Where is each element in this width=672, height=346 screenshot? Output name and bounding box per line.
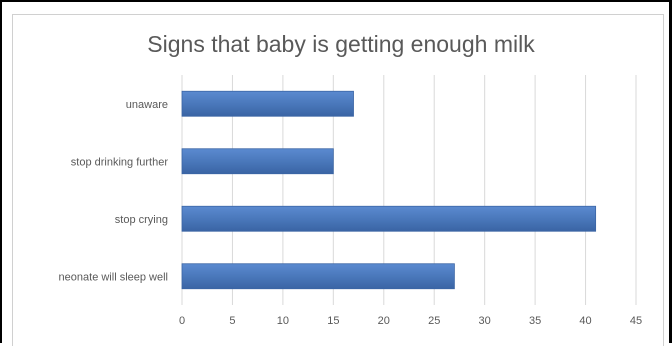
x-tick-label: 25 <box>428 315 440 327</box>
chart-area <box>12 14 664 346</box>
x-tick-label: 35 <box>529 315 541 327</box>
x-tick-label: 10 <box>277 315 289 327</box>
bar <box>181 205 597 232</box>
x-tick-label: 0 <box>179 315 185 327</box>
chart-title: Signs that baby is getting enough milk <box>147 31 535 57</box>
bar <box>181 263 455 290</box>
category-labels: unaware stop drinking further stop crying n… <box>59 99 169 284</box>
x-tick-label: 30 <box>479 315 491 327</box>
x-tick-label: 20 <box>378 315 390 327</box>
bar <box>181 90 354 117</box>
bar <box>181 148 334 175</box>
category-label: unaware <box>126 99 168 111</box>
category-label: stop crying <box>115 214 168 226</box>
bars <box>181 90 597 290</box>
x-tick-label: 40 <box>579 315 591 327</box>
category-label: stop drinking further <box>71 156 169 168</box>
x-tick-label: 15 <box>327 315 339 327</box>
x-axis-ticks: 0 5 10 15 20 25 30 35 40 45 <box>179 315 642 327</box>
x-tick-label: 45 <box>630 315 642 327</box>
x-tick-label: 5 <box>229 315 235 327</box>
category-label: neonate will sleep well <box>59 271 168 283</box>
